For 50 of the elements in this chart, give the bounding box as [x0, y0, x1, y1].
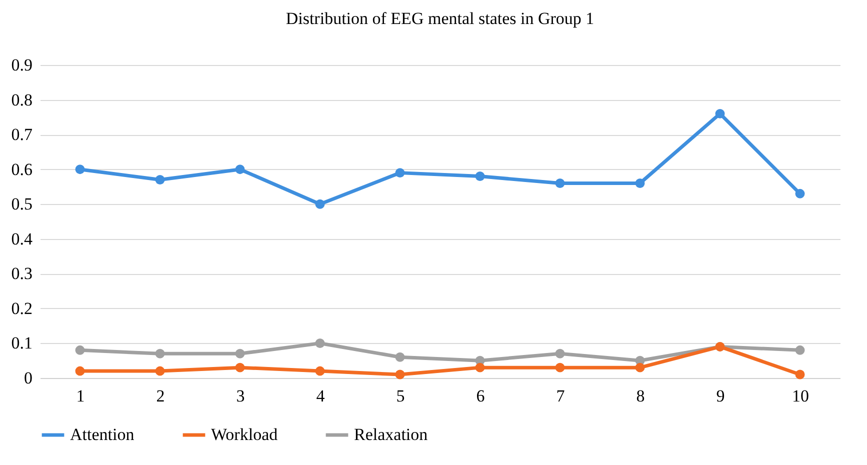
- x-tick-label: 9: [716, 386, 725, 406]
- point: [555, 348, 565, 358]
- y-tick-label: 0.6: [11, 160, 32, 179]
- point: [235, 164, 245, 174]
- point: [75, 345, 85, 355]
- point: [235, 348, 245, 358]
- point: [715, 108, 725, 118]
- point: [395, 370, 405, 380]
- y-tick-label: 0.5: [11, 194, 32, 214]
- x-tick-label: 2: [156, 386, 165, 406]
- x-tick-label: 3: [236, 386, 245, 406]
- point: [555, 362, 565, 372]
- x-tick-label: 4: [316, 386, 326, 406]
- y-tick-label: 0.1: [11, 334, 32, 353]
- y-tick-label: 0.2: [11, 298, 32, 318]
- y-tick-label: 0.8: [11, 90, 32, 110]
- y-tick-label: 0: [24, 368, 32, 388]
- point: [155, 175, 165, 184]
- chart-title: Distribution of EEG mental states in Group 1: [286, 9, 594, 28]
- point: [635, 362, 645, 372]
- point: [795, 188, 805, 198]
- point: [75, 366, 85, 376]
- point: [155, 366, 165, 376]
- point: [75, 164, 85, 174]
- x-tick-label: 7: [556, 386, 566, 406]
- x-tick-label: 10: [792, 386, 809, 406]
- legend-label: Attention: [70, 425, 135, 444]
- point: [235, 362, 245, 372]
- point: [315, 366, 325, 376]
- legend-label: Workload: [211, 425, 278, 444]
- point: [395, 168, 405, 178]
- y-tick-label: 0.7: [11, 125, 33, 144]
- x-tick-label: 5: [396, 386, 405, 406]
- point: [155, 348, 165, 358]
- point: [635, 178, 645, 188]
- point: [315, 338, 325, 348]
- x-tick-label: 1: [76, 386, 85, 406]
- point: [795, 345, 805, 355]
- legend-label: Relaxation: [354, 425, 428, 444]
- point: [315, 199, 325, 209]
- point: [395, 352, 405, 362]
- y-tick-label: 0.3: [11, 264, 32, 284]
- y-tick-label: 0.4: [11, 229, 33, 248]
- point: [555, 178, 565, 188]
- x-tick-label: 8: [636, 386, 645, 406]
- point: [795, 370, 805, 380]
- point: [475, 362, 485, 372]
- y-tick-label: 0.9: [11, 56, 32, 74]
- point: [475, 172, 485, 182]
- x-tick-label: 6: [476, 386, 485, 406]
